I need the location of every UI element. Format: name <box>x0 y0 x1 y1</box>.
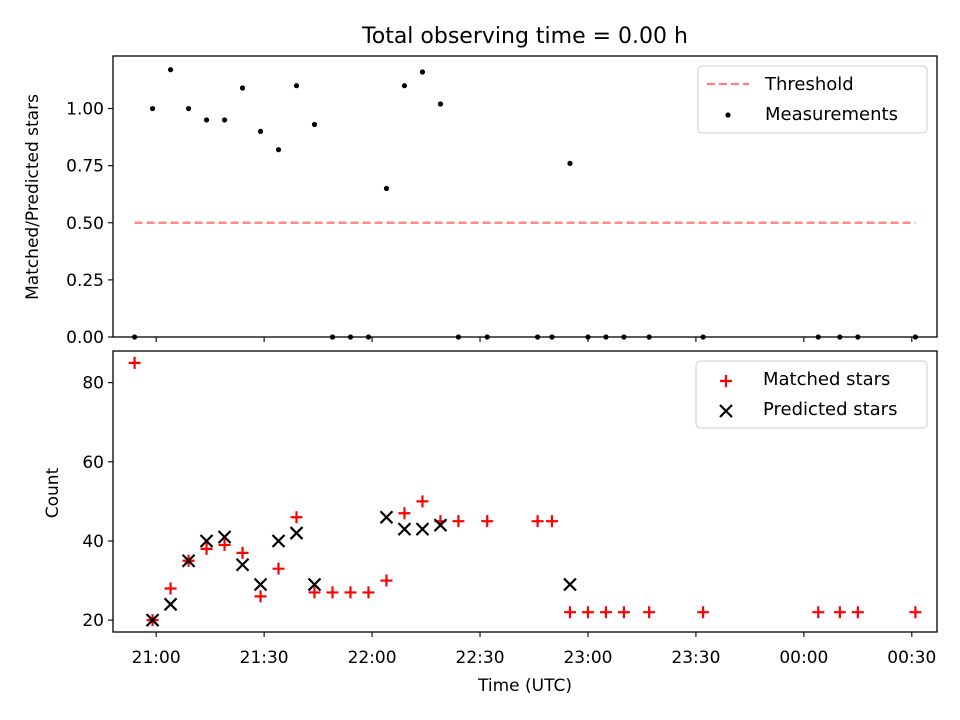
x-tick-label: 00:30 <box>887 648 936 668</box>
matched-legend-swatch <box>720 375 732 387</box>
count-y-tick-label: 80 <box>82 374 104 394</box>
count-axes: 20 40 60 80 21:00 21:30 22:00 22:30 23:00 23:30 00… <box>82 350 938 668</box>
measurements-point <box>383 185 390 192</box>
matched-stars-point <box>481 515 494 528</box>
ratio-axes: 0.00 0.25 0.50 0.75 1.00 <box>66 55 938 348</box>
matched-stars-point <box>563 606 576 619</box>
measurements-point <box>567 160 573 166</box>
x-tick-label: 22:30 <box>456 648 505 668</box>
ratio-panel: Total observing time = 0.00 h Matched/Pr… <box>23 24 938 348</box>
predicted-stars-point <box>397 522 412 536</box>
ratio-plot-frame <box>112 55 938 338</box>
measurements-point <box>185 105 192 112</box>
legend-frame <box>695 360 928 429</box>
ratio-y-tick-label: 0.75 <box>66 157 104 177</box>
x-tick-label: 22:00 <box>348 648 397 668</box>
predicted-stars-point <box>235 557 250 572</box>
matched-stars-point <box>697 606 710 619</box>
ratio-y-tick-label: 0.50 <box>66 214 104 234</box>
ratio-y-tick-label: 0.00 <box>66 328 104 348</box>
matched-stars-point <box>643 606 656 619</box>
matched-stars-point <box>812 606 825 619</box>
predicted-stars-point <box>199 534 214 548</box>
measurements-point <box>257 128 264 134</box>
matched-stars-point <box>200 542 213 555</box>
ratio-y-tick-label: 1.00 <box>66 100 104 120</box>
ratio-y-tick-label: 0.25 <box>66 271 104 291</box>
ratio-y-axis-label: Matched/Predicted stars <box>23 94 43 300</box>
predicted-stars-point <box>217 530 232 544</box>
matched-legend-label: Matched stars <box>763 369 890 390</box>
matched-stars-point <box>254 590 267 603</box>
predicted-stars-point <box>379 510 394 525</box>
count-plot-marks <box>128 356 922 627</box>
predicted-stars-point <box>433 518 448 532</box>
matched-stars-point <box>833 606 846 619</box>
matched-stars-point <box>344 586 357 599</box>
threshold-legend-label: Threshold <box>764 74 854 95</box>
predicted-stars-point <box>253 577 268 592</box>
measurements-legend-label: Measurements <box>765 104 898 125</box>
predicted-stars-point <box>563 577 577 592</box>
measurements-point <box>401 83 408 89</box>
matched-stars-point <box>416 495 429 508</box>
x-tick-label: 21:30 <box>240 648 289 668</box>
matched-stars-point <box>581 606 594 619</box>
measurements-point <box>203 117 210 123</box>
matched-stars-point <box>531 515 544 528</box>
matched-stars-point <box>128 356 141 369</box>
measurements-point <box>149 105 156 112</box>
count-plot-frame <box>112 350 938 633</box>
predicted-legend-swatch <box>719 404 733 418</box>
matched-stars-point <box>380 574 393 587</box>
matched-stars-point <box>599 606 612 619</box>
x-tick-label: 23:00 <box>563 648 612 668</box>
count-y-tick-label: 60 <box>82 453 104 473</box>
matched-stars-point <box>308 586 321 599</box>
measurements-point <box>167 67 174 73</box>
measurements-legend-swatch <box>725 112 731 118</box>
predicted-stars-point <box>145 613 160 627</box>
predicted-stars-point <box>271 534 286 548</box>
predicted-stars-point <box>307 577 322 592</box>
predicted-stars-point <box>163 597 178 612</box>
matched-stars-point <box>851 606 864 619</box>
count-y-tick-label: 20 <box>82 611 104 631</box>
x-tick-label: 00:00 <box>779 648 828 668</box>
matched-stars-point <box>909 606 922 619</box>
legend-frame <box>697 65 928 134</box>
measurements-point <box>419 69 426 75</box>
matched-stars-point <box>617 606 630 619</box>
predicted-stars-point <box>415 522 430 536</box>
predicted-legend-label: Predicted stars <box>763 399 897 420</box>
matched-stars-point <box>398 507 411 520</box>
matched-stars-point <box>164 582 177 595</box>
matched-stars-point <box>362 586 375 599</box>
measurements-point <box>293 83 300 89</box>
matched-stars-point <box>452 515 465 528</box>
matched-stars-point <box>218 538 231 551</box>
x-tick-label: 21:00 <box>132 648 181 668</box>
matched-stars-point <box>236 546 249 559</box>
count-panel: Count Time (UTC) 20 40 60 80 21:00 21:30 22:00… <box>43 350 938 696</box>
x-tick-label: 23:30 <box>671 648 720 668</box>
predicted-stars-point <box>289 526 304 540</box>
matched-stars-point <box>326 586 339 599</box>
ratio-legend: Threshold Measurements <box>697 65 928 134</box>
matched-stars-point <box>272 562 285 575</box>
matched-stars-point <box>290 511 303 524</box>
measurements-point <box>275 147 282 153</box>
measurements-point <box>239 85 246 91</box>
chart-title: Total observing time = 0.00 h <box>361 24 688 49</box>
count-y-tick-label: 40 <box>82 532 104 552</box>
predicted-stars-point <box>181 553 196 568</box>
count-y-axis-label: Count <box>43 467 63 518</box>
x-axis-label: Time (UTC) <box>477 676 572 696</box>
measurements-point <box>311 121 318 128</box>
matched-stars-point <box>545 515 558 528</box>
count-legend: Matched stars Predicted stars <box>695 360 928 429</box>
measurements-point <box>437 101 444 107</box>
measurements-point <box>221 117 228 123</box>
